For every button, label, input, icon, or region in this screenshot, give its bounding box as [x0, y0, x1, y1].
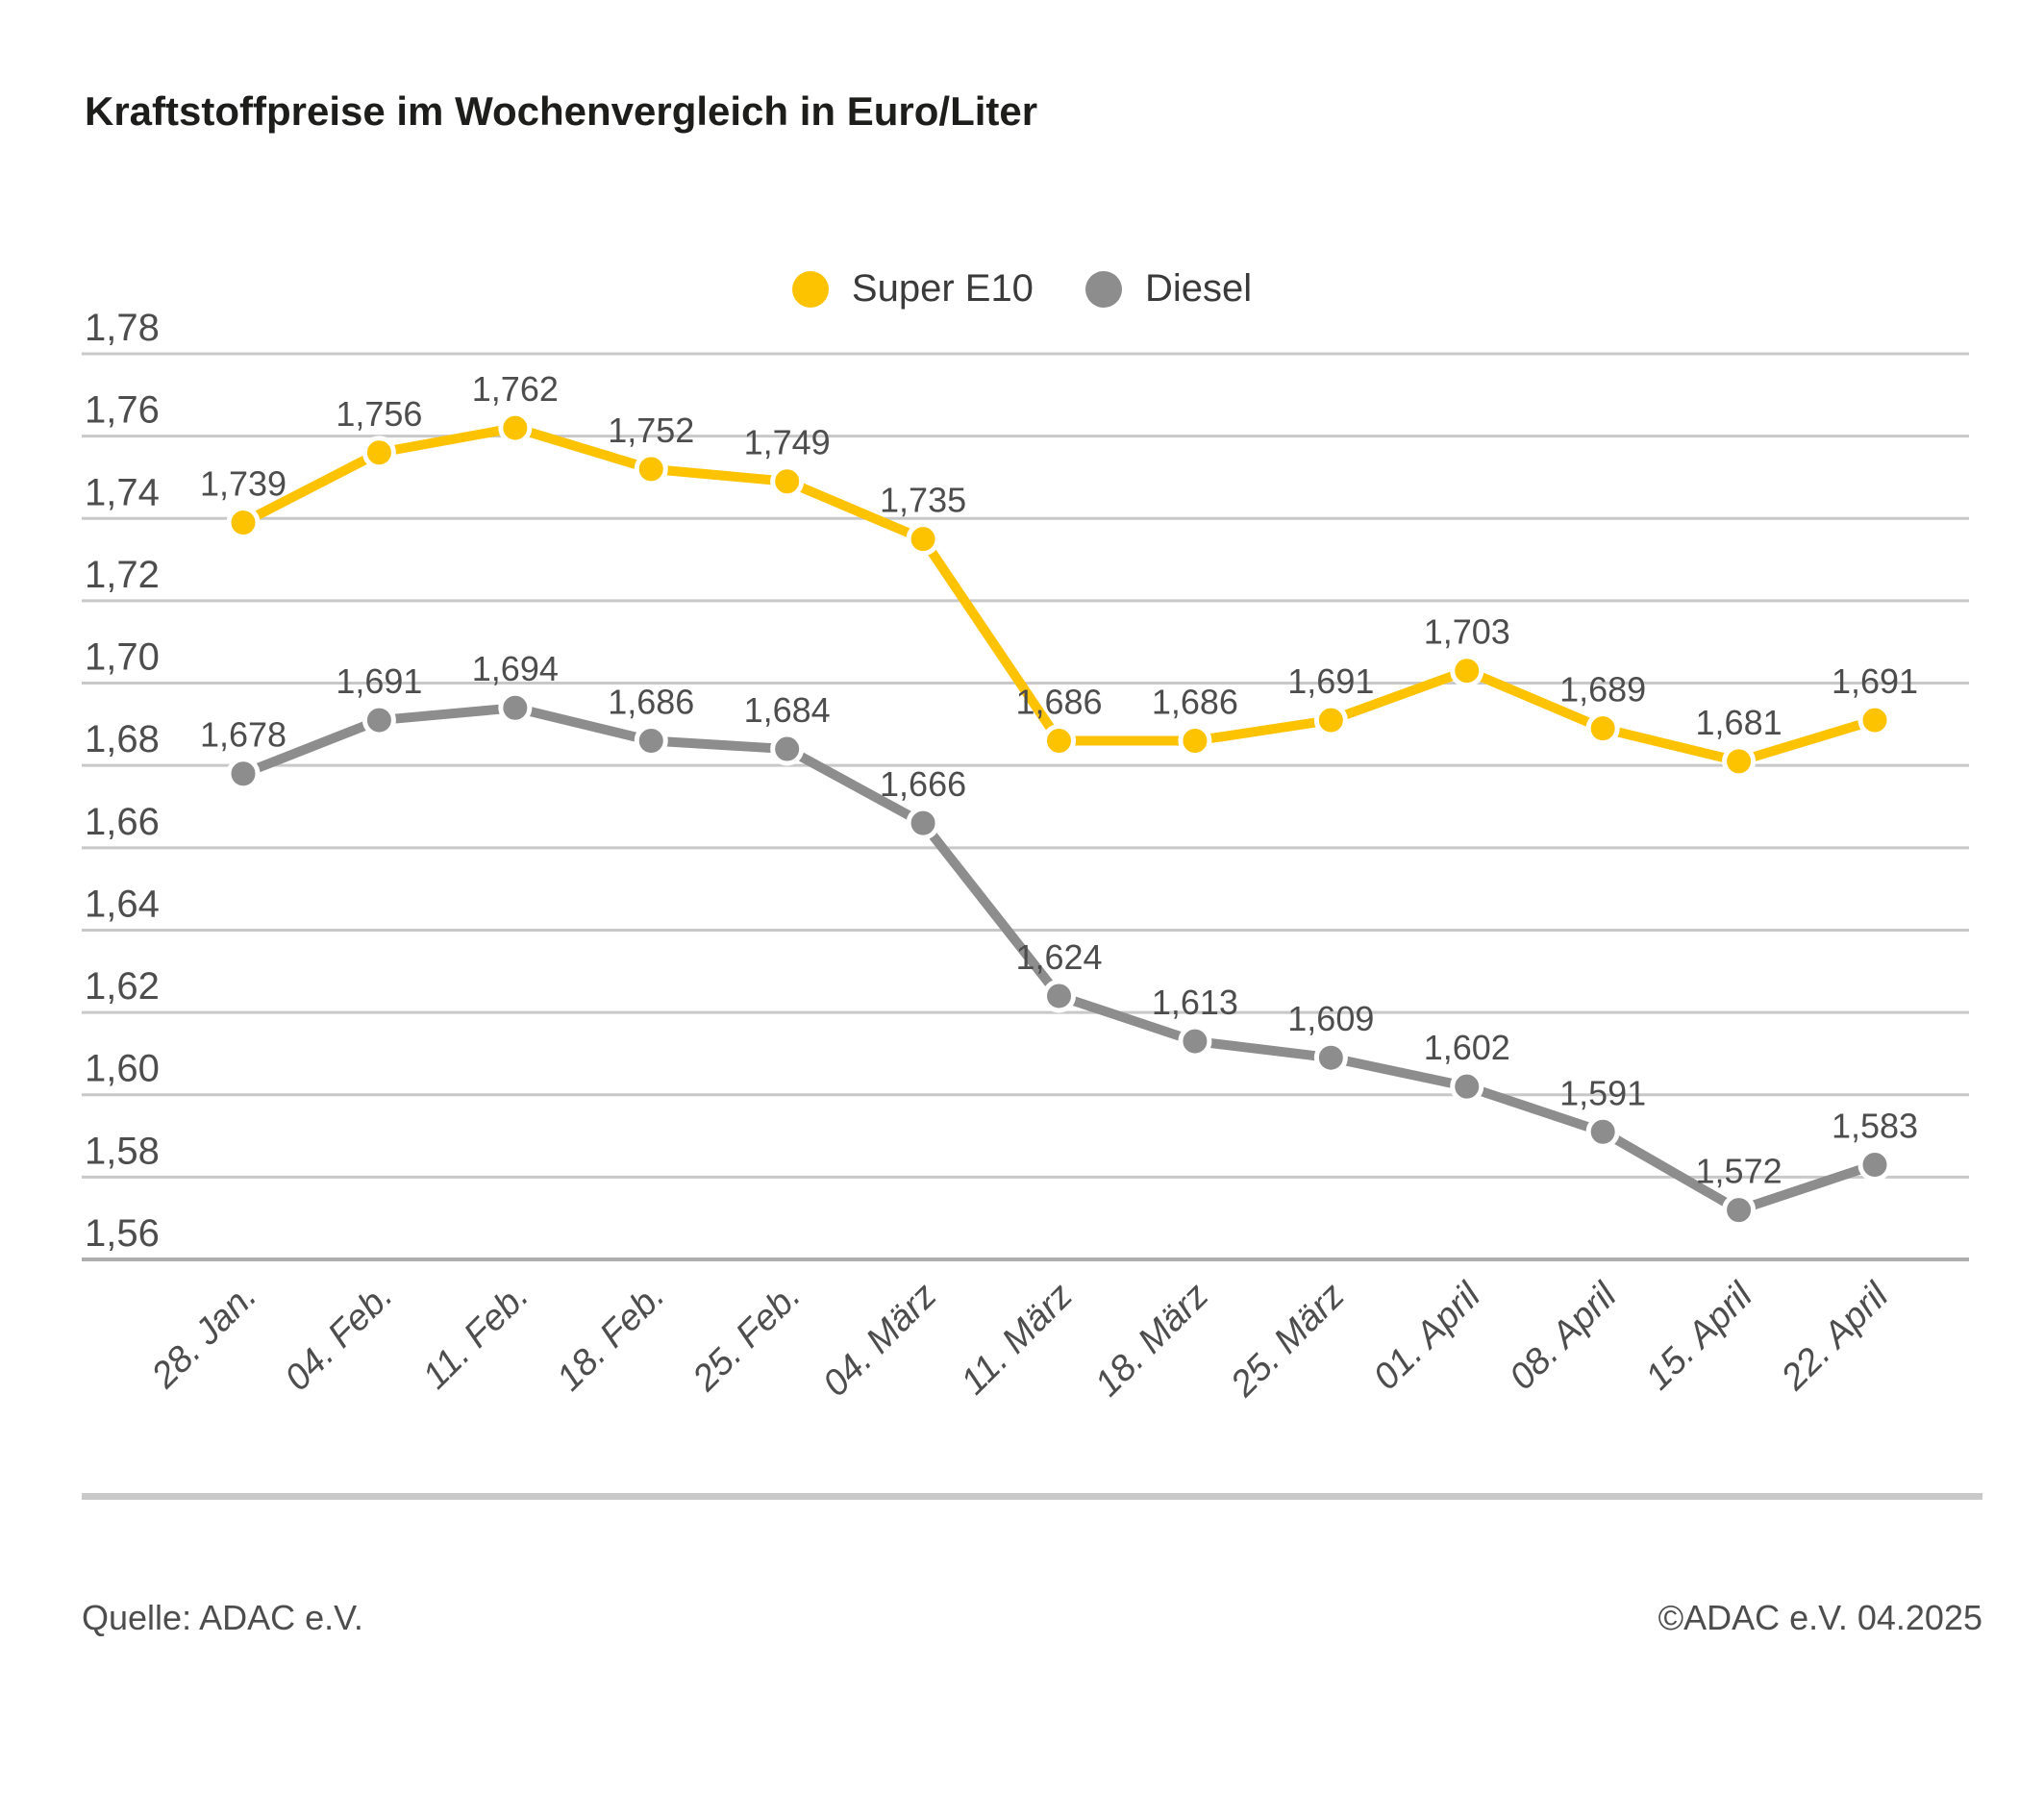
- data-point-label: 1,749: [744, 423, 831, 462]
- data-point-label: 1,703: [1424, 612, 1510, 652]
- data-point-super-e10: [1178, 723, 1212, 758]
- data-point-label: 1,686: [608, 682, 694, 721]
- data-point-diesel: [906, 806, 940, 840]
- y-tick-label: 1,64: [85, 883, 160, 925]
- data-point-super-e10: [1042, 723, 1076, 758]
- x-tick-label: 11. Feb.: [415, 1276, 536, 1397]
- data-point-label: 1,691: [336, 661, 422, 701]
- legend-label-super-e10: Super E10: [851, 267, 1034, 310]
- data-point-label: 1,613: [1152, 983, 1238, 1022]
- data-point-diesel: [634, 723, 668, 758]
- x-tick-label: 18. Feb.: [549, 1276, 672, 1399]
- x-tick-label: 11. März: [954, 1276, 1081, 1403]
- data-point-super-e10: [361, 436, 396, 470]
- data-point-label: 1,602: [1424, 1028, 1510, 1067]
- data-point-label: 1,756: [336, 394, 422, 434]
- data-point-diesel: [1042, 979, 1076, 1013]
- legend-item-super-e10: Super E10: [791, 267, 1034, 311]
- data-point-diesel: [498, 690, 533, 725]
- data-point-label: 1,694: [472, 649, 559, 688]
- y-tick-label: 1,78: [85, 307, 160, 349]
- y-tick-label: 1,66: [85, 801, 160, 843]
- data-point-diesel: [1178, 1024, 1212, 1058]
- data-point-diesel: [1857, 1148, 1892, 1183]
- data-point-diesel: [1585, 1114, 1620, 1149]
- data-point-label: 1,591: [1559, 1073, 1646, 1112]
- data-point-label: 1,686: [1015, 682, 1102, 721]
- y-tick-label: 1,68: [85, 718, 160, 760]
- copyright-text: ©ADAC e.V. 04.2025: [1658, 1598, 1982, 1637]
- data-point-label: 1,752: [608, 411, 694, 450]
- data-point-label: 1,686: [1152, 682, 1238, 721]
- data-point-diesel: [1313, 1040, 1348, 1075]
- x-tick-label: 25. März: [1223, 1276, 1353, 1406]
- data-point-super-e10: [1857, 703, 1892, 737]
- data-point-label: 1,624: [1015, 937, 1102, 977]
- x-tick-label: 04. Feb.: [277, 1276, 400, 1399]
- x-tick-label: 15. April: [1638, 1275, 1761, 1398]
- x-tick-label: 22. April: [1773, 1275, 1897, 1399]
- y-tick-label: 1,74: [85, 471, 160, 513]
- footer: Quelle: ADAC e.V. ©ADAC e.V. 04.2025: [82, 1598, 1982, 1638]
- data-point-super-e10: [770, 464, 805, 499]
- data-point-super-e10: [1722, 744, 1757, 779]
- data-point-label: 1,689: [1559, 670, 1646, 710]
- data-point-label: 1,681: [1696, 703, 1782, 742]
- data-point-super-e10: [226, 506, 261, 540]
- y-tick-label: 1,72: [85, 554, 160, 596]
- y-tick-label: 1,58: [85, 1130, 160, 1172]
- legend-item-diesel: Diesel: [1084, 267, 1253, 311]
- y-tick-label: 1,70: [85, 636, 160, 679]
- data-point-diesel: [361, 703, 396, 737]
- y-tick-label: 1,56: [85, 1212, 160, 1255]
- data-point-super-e10: [634, 452, 668, 486]
- data-point-label: 1,666: [880, 764, 966, 804]
- y-tick-label: 1,60: [85, 1048, 160, 1090]
- legend-label-diesel: Diesel: [1144, 267, 1253, 310]
- legend-swatch-super-e10-icon: [791, 270, 829, 308]
- data-point-label: 1,691: [1832, 661, 1918, 701]
- data-point-label: 1,678: [200, 715, 287, 755]
- y-tick-label: 1,62: [85, 965, 160, 1008]
- chart-title: Kraftstoffpreise im Wochenvergleich in E…: [85, 88, 1038, 134]
- data-point-label: 1,691: [1287, 661, 1374, 701]
- y-tick-label: 1,76: [85, 389, 160, 432]
- data-point-label: 1,735: [880, 481, 966, 520]
- source-text: Quelle: ADAC e.V.: [82, 1598, 363, 1637]
- data-point-diesel: [226, 757, 261, 791]
- data-point-label: 1,572: [1696, 1152, 1782, 1191]
- legend-swatch-diesel-icon: [1084, 270, 1122, 308]
- data-point-label: 1,739: [200, 464, 287, 504]
- x-tick-label: 01. April: [1366, 1275, 1489, 1398]
- data-point-label: 1,762: [472, 369, 559, 409]
- x-tick-label: 25. Feb.: [685, 1276, 809, 1400]
- data-point-super-e10: [1450, 654, 1484, 688]
- x-tick-label: 28. Jan.: [143, 1276, 264, 1397]
- data-point-label: 1,684: [744, 690, 831, 730]
- x-tick-label: 08. April: [1502, 1275, 1625, 1398]
- data-point-label: 1,583: [1832, 1107, 1918, 1146]
- data-point-diesel: [770, 732, 805, 766]
- data-point-super-e10: [906, 522, 940, 557]
- data-point-super-e10: [1585, 711, 1620, 746]
- legend: Super E10 Diesel: [0, 267, 2044, 311]
- data-point-label: 1,609: [1287, 999, 1374, 1038]
- data-point-diesel: [1450, 1069, 1484, 1104]
- data-point-super-e10: [1313, 703, 1348, 737]
- x-tick-label: 04. März: [815, 1276, 944, 1405]
- footer-divider: [82, 1493, 1982, 1500]
- data-point-super-e10: [498, 411, 533, 445]
- x-tick-label: 18. März: [1087, 1276, 1216, 1405]
- data-point-diesel: [1722, 1193, 1757, 1228]
